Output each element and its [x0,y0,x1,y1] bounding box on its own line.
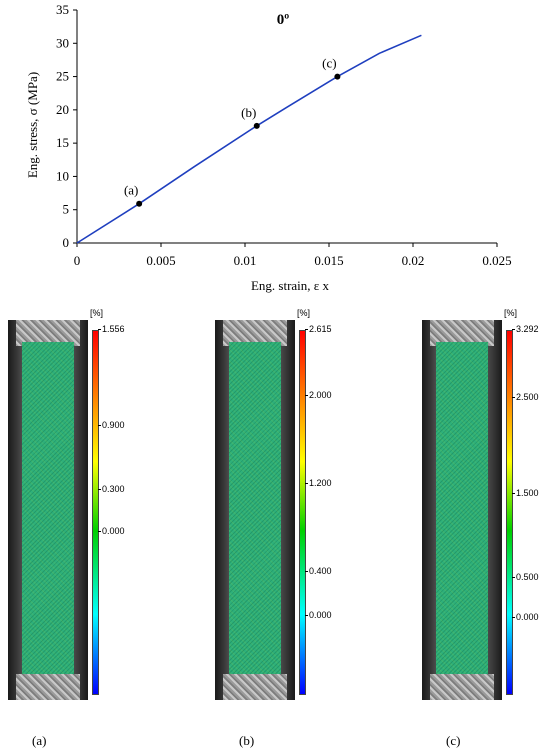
grip-bottom [430,674,494,700]
point-label: (b) [241,105,256,120]
colorbar-unit: [%] [90,308,104,318]
marked-point [136,200,143,207]
y-tick-label: 25 [56,69,69,84]
specimen-image [215,320,295,700]
y-tick-label: 20 [56,102,69,117]
chart-title: 0º [277,12,290,28]
y-tick-label: 15 [56,135,69,150]
x-tick-label: 0.015 [314,253,343,268]
grip-top [16,320,80,346]
y-axis-label: Eng. stress, σ (MPa) [25,72,40,178]
x-tick-label: 0 [74,253,81,268]
colorbar-tick: 2.615 [305,324,332,334]
colorbar-tick: 0.400 [305,566,332,576]
specimen-image [422,320,502,700]
colorbar [92,330,99,695]
grip-top [430,320,494,346]
colorbar-tick: 1.500 [512,488,539,498]
point-label: (a) [124,183,138,198]
strain-field [436,342,488,678]
grip-bottom [223,674,287,700]
grip-top [223,320,287,346]
x-tick-label: 0.01 [234,253,257,268]
colorbar-tick: 0.900 [98,420,125,430]
x-tick-label: 0.025 [482,253,511,268]
colorbar-tick: 2.000 [305,390,332,400]
colorbar-unit: [%] [297,308,311,318]
colorbar-tick: 3.292 [512,324,539,334]
marked-point [334,73,341,80]
colorbar-tick: 1.556 [98,324,125,334]
colorbar-tick: 1.200 [305,478,332,488]
x-tick-label: 0.005 [146,253,175,268]
stress-strain-curve [76,34,422,244]
grip-bottom [16,674,80,700]
y-tick-label: 30 [56,35,69,50]
chart-axes [76,10,497,244]
panel-label-c: (c) [446,733,461,748]
y-tick-label: 5 [63,202,70,217]
marked-point [253,122,260,129]
x-tick-label: 0.02 [402,253,425,268]
y-tick-label: 10 [56,168,69,183]
colorbar [299,330,306,695]
chart-ticks: 0 0.005 0.01 0.015 0.02 0.025 0 5 10 15 20 25 30 35 [56,2,512,268]
colorbar-tick: 0.000 [98,526,125,536]
colorbar-tick: 0.000 [305,610,332,620]
specimen-image [8,320,88,700]
marked-points: (a) (b) (c) [124,56,341,207]
point-label: (c) [322,56,336,71]
colorbar-tick: 2.500 [512,392,539,402]
colorbar-tick: 0.500 [512,572,539,582]
strain-map-panel-c: [%] 3.292 2.500 1.500 0.500 0.000 [422,308,547,700]
colorbar [506,330,513,695]
y-tick-label: 0 [63,235,70,250]
strain-map-panel-b: [%] 2.615 2.000 1.200 0.400 0.000 [215,308,340,700]
colorbar-unit: [%] [504,308,518,318]
panel-label-a: (a) [32,733,47,748]
strain-field [229,342,281,678]
strain-field [22,342,74,678]
colorbar-tick: 0.000 [512,612,539,622]
x-axis-label: Eng. strain, ε x [251,278,330,293]
strain-map-panel-a: [%] 1.556 0.900 0.300 0.000 [8,308,133,700]
colorbar-tick: 0.300 [98,484,125,494]
panel-label-b: (b) [239,733,255,748]
stress-strain-chart: 0 0.005 0.01 0.015 0.02 0.025 0 5 10 15 20 25 30 35 (… [25,2,512,293]
y-tick-label: 35 [56,2,69,17]
